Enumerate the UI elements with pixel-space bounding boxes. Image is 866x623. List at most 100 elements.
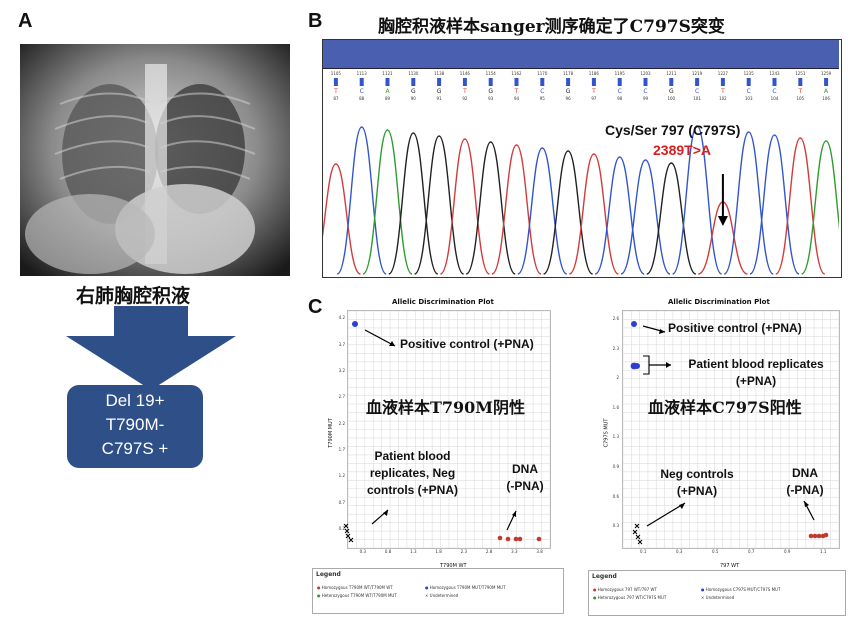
y-tick-label: 0.6 <box>612 493 619 499</box>
plot2-legend-item-1: ● Homozygous 797 WT/797 WT <box>593 587 657 592</box>
position-label: 105 <box>796 96 804 101</box>
y-tick-label: 1.7 <box>338 446 345 452</box>
quality-bar <box>720 78 725 86</box>
plot2-blood-bracket <box>643 355 650 375</box>
seq-index-label: 1105 <box>331 71 342 76</box>
seq-index-label: 1195 <box>615 71 626 76</box>
base-call: T <box>333 88 338 95</box>
x-tick-label: 0.7 <box>748 549 755 554</box>
base-call: C <box>643 88 647 95</box>
y-tick-label: 2 <box>616 375 619 381</box>
position-label: 93 <box>488 96 494 101</box>
trace-peak <box>646 162 697 275</box>
x-tick-label: 3.3 <box>511 549 518 554</box>
seq-index-label: 1138 <box>434 71 445 76</box>
plot1-legend-item-1: ● Homozygous T790M WT/T790M WT <box>317 585 393 590</box>
xray-caption: 右肺胸腔积液 <box>76 285 191 307</box>
quality-bar <box>695 78 700 86</box>
quality-bar <box>772 78 777 86</box>
trace-peak <box>491 144 542 275</box>
sequence-header-bar <box>323 40 839 69</box>
plot2-overlay <box>630 321 829 545</box>
seq-index-label: 1121 <box>382 71 393 76</box>
base-call: G <box>488 88 493 95</box>
quality-bar <box>746 78 751 86</box>
plot2-frame <box>622 310 840 549</box>
position-label: 101 <box>693 96 701 101</box>
trace-peak <box>671 125 723 275</box>
y-tick-label: 1.6 <box>612 404 619 410</box>
plot2-neg-label: Neg controls (+PNA) <box>660 467 734 498</box>
seq-index-label: 1113 <box>357 71 368 76</box>
y-tick-label: 3.7 <box>338 341 345 347</box>
trace-peak <box>439 138 491 275</box>
plot1-undetermined-points <box>343 523 354 543</box>
seq-index-label: 1154 <box>486 71 497 76</box>
trace-peak <box>568 153 620 275</box>
base-call: C <box>540 88 544 95</box>
position-label: 96 <box>566 96 572 101</box>
down-arrow-icon <box>66 306 236 390</box>
position-label: 98 <box>617 96 623 101</box>
x-tick-label: 0.3 <box>676 549 683 554</box>
result-line-c797s: C797S + <box>101 439 169 458</box>
position-label: 97 <box>591 96 597 101</box>
x-tick-label: 2.3 <box>460 549 467 554</box>
trace-peak <box>594 156 645 275</box>
base-call: T <box>591 88 596 95</box>
y-tick-label: 0.3 <box>612 523 619 529</box>
base-call: C <box>747 88 751 95</box>
seq-index-label: 1162 <box>511 71 522 76</box>
plot1-legend-title: Legend <box>316 571 341 578</box>
y-tick-label: 2.6 <box>612 315 619 321</box>
plot1-legend: Legend ● Homozygous T790M WT/T790M WT ● … <box>312 568 564 614</box>
panel-b-letter: B <box>308 10 323 32</box>
seq-index-label: 1243 <box>769 71 780 76</box>
position-label: 88 <box>359 96 365 101</box>
base-call: G <box>669 88 674 95</box>
trace-peak <box>336 126 387 275</box>
quality-bar <box>385 78 390 86</box>
x-tick-label: 3.8 <box>536 549 543 554</box>
trace-peak <box>775 137 826 275</box>
plot2-legend-item-2: ● Heterozygous 797 WT/C797S MUT <box>593 595 667 600</box>
plot2-legend-item-3: ● Homozygous C797S MUT/C797S MUT <box>701 587 781 592</box>
trace-peak <box>620 159 671 275</box>
quality-bar <box>643 78 648 86</box>
base-call: A <box>824 88 829 95</box>
seq-index-label: 1130 <box>408 71 419 76</box>
x-tick-label: 1.1 <box>820 549 827 554</box>
plot1-blood-label: Patient blood replicates, Neg controls (… <box>366 449 458 497</box>
base-call: G <box>437 88 442 95</box>
panel-c-letter: C <box>308 296 323 318</box>
plot2-arrow-neg <box>646 502 686 527</box>
plot1-grid <box>347 310 551 549</box>
position-label: 87 <box>333 96 339 101</box>
base-call: T <box>797 88 802 95</box>
trace-peak <box>543 150 593 275</box>
position-label: 106 <box>822 96 830 101</box>
quality-bar <box>411 78 416 86</box>
position-label: 91 <box>437 96 443 101</box>
seq-index-label: 1146 <box>460 71 471 76</box>
y-tick-label: 0.7 <box>338 499 345 505</box>
quality-bar <box>591 78 596 86</box>
seq-index-label: 1235 <box>744 71 755 76</box>
plot1-positive-point <box>352 321 358 327</box>
position-label: 89 <box>385 96 391 101</box>
y-tick-label: 1.3 <box>612 434 619 440</box>
sanger-chromatogram: 1105 T 87 1113 C 88 1121 A 89 1130 G 90 1138 G 91 1146 T… <box>322 39 842 278</box>
plot2-xlabel: 797 WT <box>720 563 740 569</box>
base-call: T <box>462 88 467 95</box>
quality-bar <box>617 78 622 86</box>
seq-index-label: 1219 <box>692 71 703 76</box>
plot1-legend-item-2: ● Heterozygous T790M WT/T790M MUT <box>317 593 397 598</box>
quality-bar <box>437 78 442 86</box>
base-call: G <box>411 88 416 95</box>
quality-bar <box>824 78 829 86</box>
plot2-legend-title: Legend <box>592 573 617 580</box>
position-label: 94 <box>514 96 520 101</box>
plot1-dna-points <box>497 535 542 542</box>
quality-bar <box>514 78 519 86</box>
quality-bar <box>488 78 493 86</box>
